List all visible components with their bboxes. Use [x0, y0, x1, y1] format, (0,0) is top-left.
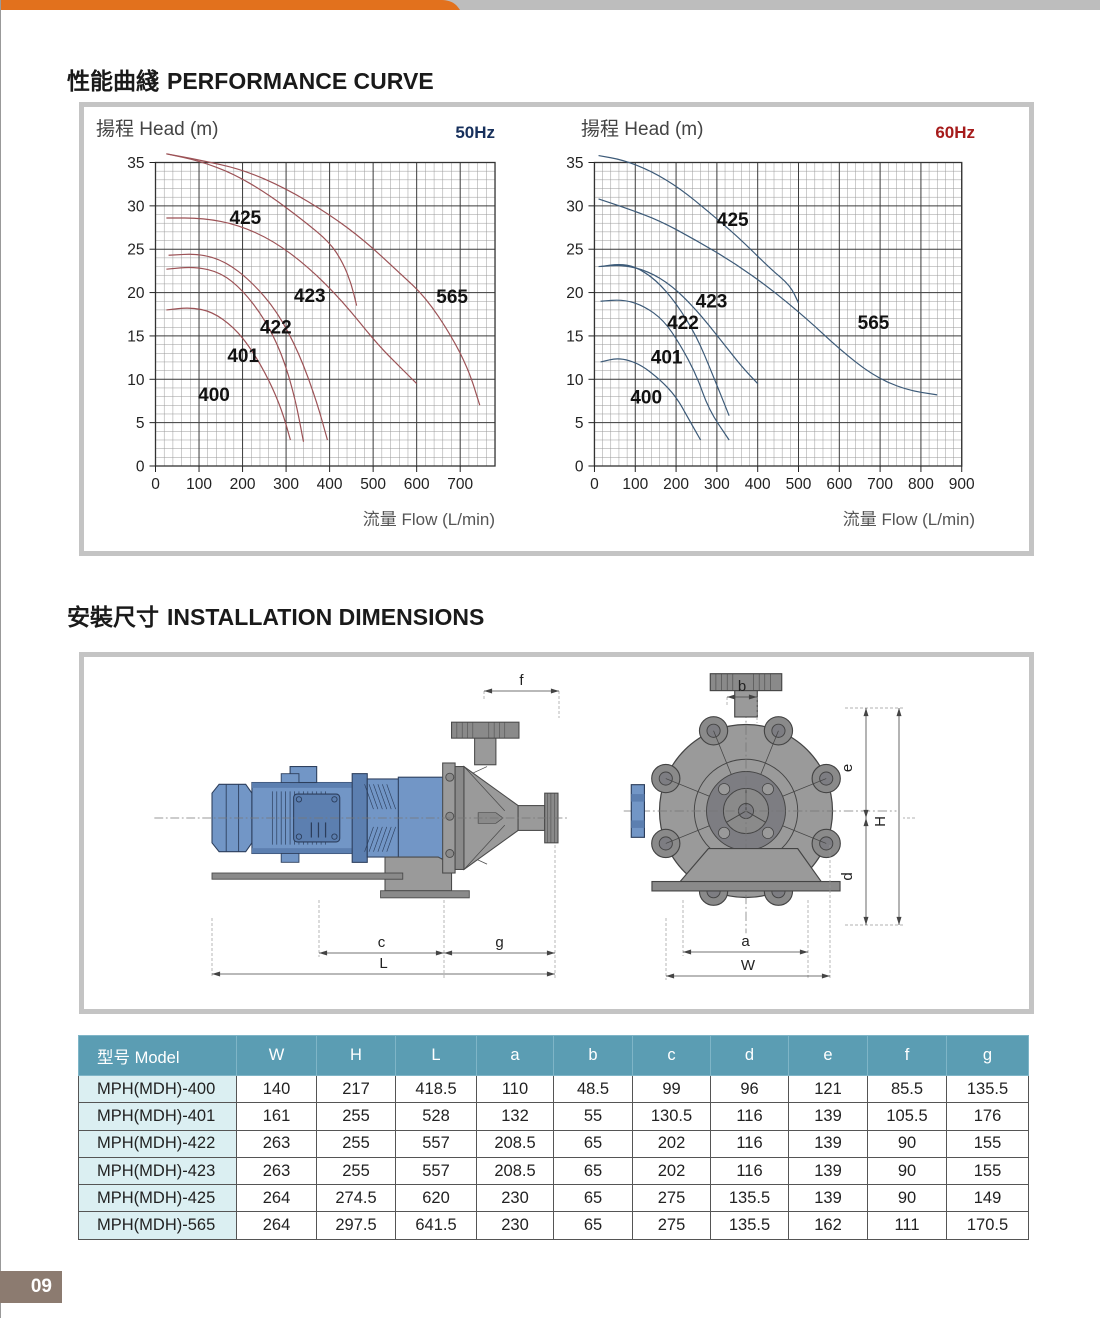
svg-text:50Hz: 50Hz — [455, 123, 495, 142]
svg-text:25: 25 — [127, 242, 144, 259]
svg-text:20: 20 — [127, 285, 145, 302]
svg-text:400: 400 — [317, 476, 343, 493]
svg-text:425: 425 — [717, 210, 749, 231]
svg-text:20: 20 — [566, 285, 584, 302]
svg-text:10: 10 — [127, 372, 145, 389]
svg-text:b: b — [738, 678, 746, 695]
svg-text:700: 700 — [867, 476, 893, 493]
svg-text:W: W — [741, 957, 756, 974]
svg-text:e: e — [839, 764, 856, 772]
svg-text:400: 400 — [198, 385, 230, 406]
svg-text:400: 400 — [745, 476, 771, 493]
svg-text:30: 30 — [566, 198, 584, 215]
svg-text:425: 425 — [230, 208, 262, 229]
svg-text:H: H — [872, 816, 889, 827]
svg-text:流量 Flow (L/min): 流量 Flow (L/min) — [843, 510, 975, 529]
svg-text:0: 0 — [136, 459, 145, 476]
svg-text:揚程 Head (m): 揚程 Head (m) — [96, 118, 218, 140]
svg-text:d: d — [839, 872, 856, 880]
svg-text:400: 400 — [630, 388, 662, 409]
svg-text:500: 500 — [360, 476, 386, 493]
svg-text:565: 565 — [858, 313, 890, 334]
svg-text:0: 0 — [590, 476, 599, 493]
svg-text:200: 200 — [663, 476, 689, 493]
svg-text:f: f — [519, 672, 524, 689]
svg-text:流量 Flow (L/min): 流量 Flow (L/min) — [363, 510, 495, 529]
svg-text:10: 10 — [566, 372, 584, 389]
svg-text:L: L — [379, 955, 387, 972]
svg-text:200: 200 — [230, 476, 256, 493]
svg-text:422: 422 — [667, 313, 699, 334]
svg-text:600: 600 — [404, 476, 430, 493]
svg-text:401: 401 — [651, 348, 683, 369]
svg-text:700: 700 — [447, 476, 473, 493]
svg-text:0: 0 — [151, 476, 160, 493]
svg-text:35: 35 — [566, 155, 583, 172]
svg-text:800: 800 — [908, 476, 934, 493]
svg-text:揚程 Head (m): 揚程 Head (m) — [581, 118, 703, 140]
svg-text:600: 600 — [826, 476, 852, 493]
svg-text:100: 100 — [186, 476, 212, 493]
svg-text:423: 423 — [696, 291, 728, 312]
svg-text:401: 401 — [227, 346, 259, 367]
svg-text:c: c — [378, 934, 386, 951]
svg-text:300: 300 — [273, 476, 299, 493]
svg-text:30: 30 — [127, 198, 145, 215]
svg-text:g: g — [495, 934, 503, 951]
svg-text:a: a — [741, 933, 750, 950]
svg-text:15: 15 — [127, 328, 144, 345]
svg-text:423: 423 — [294, 286, 326, 307]
svg-text:5: 5 — [136, 415, 145, 432]
svg-text:25: 25 — [566, 242, 583, 259]
svg-text:0: 0 — [575, 459, 584, 476]
svg-text:300: 300 — [704, 476, 730, 493]
svg-text:100: 100 — [622, 476, 648, 493]
svg-text:35: 35 — [127, 155, 144, 172]
svg-text:422: 422 — [260, 317, 292, 338]
svg-text:60Hz: 60Hz — [935, 123, 975, 142]
svg-text:15: 15 — [566, 328, 583, 345]
svg-text:565: 565 — [436, 287, 468, 308]
svg-text:900: 900 — [949, 476, 975, 493]
svg-text:500: 500 — [786, 476, 812, 493]
svg-text:5: 5 — [575, 415, 584, 432]
